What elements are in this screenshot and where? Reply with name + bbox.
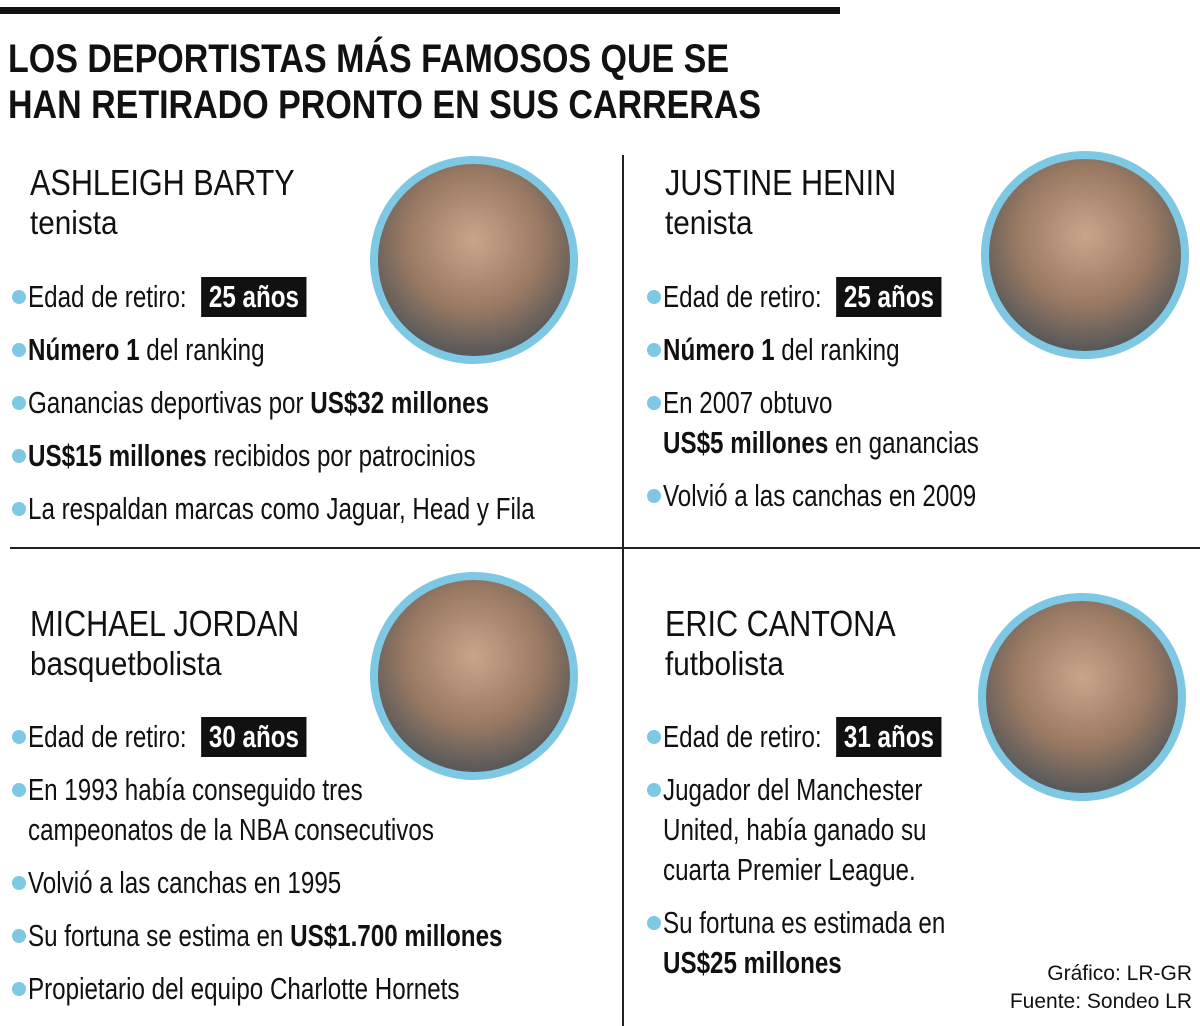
person-name: ASHLEIGH BARTY (30, 162, 295, 203)
vertical-divider (622, 155, 624, 1026)
person-name: JUSTINE HENIN (665, 162, 897, 203)
bullet-line: En 1993 había conseguido tres (28, 770, 363, 810)
text: Edad de retiro: (28, 719, 194, 754)
bullet-dot (12, 343, 26, 357)
text: Volvió a las canchas en 2009 (663, 478, 977, 513)
bold-text: US$5 millones (663, 425, 829, 460)
bold-text: US$15 millones (28, 438, 207, 473)
bullet-line: United, había ganado su (663, 810, 927, 850)
text: Su fortuna se estima en (28, 918, 291, 953)
bold-text: Número 1 (28, 332, 140, 367)
text: Propietario del equipo Charlotte Hornets (28, 971, 460, 1006)
text: campeonatos de la NBA consecutivos (28, 812, 434, 847)
bullet-dot (12, 502, 26, 516)
bullet-line: cuarta Premier League. (663, 850, 916, 890)
bullet-dot (12, 929, 26, 943)
age-badge: 25 años (836, 277, 942, 317)
text: del ranking (139, 332, 265, 367)
person-role: tenista (30, 204, 118, 241)
bullet-line: Número 1 del ranking (28, 330, 265, 370)
text: Su fortuna es estimada en (663, 905, 946, 940)
text: cuarta Premier League. (663, 852, 916, 887)
text: United, había ganado su (663, 812, 927, 847)
text: En 2007 obtuvo (663, 385, 833, 420)
portrait (981, 151, 1189, 359)
top-rule (0, 7, 840, 14)
bullet-line: Edad de retiro: 25 años (663, 277, 942, 317)
text: en ganancias (828, 425, 979, 460)
bullet-line: Su fortuna es estimada en (663, 903, 945, 943)
bullet-dot (647, 730, 661, 744)
bullet-dot (12, 982, 26, 996)
bullet-dot (12, 730, 26, 744)
title-line: HAN RETIRADO PRONTO EN SUS CARRERAS (8, 83, 762, 127)
credit: Gráfico: LR-GR (1047, 962, 1192, 985)
text: En 1993 había conseguido tres (28, 772, 363, 807)
bullet-dot (12, 396, 26, 410)
text: Edad de retiro: (28, 279, 194, 314)
bullet-dot (647, 290, 661, 304)
person-role: futbolista (665, 645, 784, 682)
age-badge: 25 años (201, 277, 307, 317)
bullet-line: Volvió a las canchas en 2009 (663, 476, 976, 516)
bullet-dot (12, 449, 26, 463)
bullet-dot (647, 489, 661, 503)
bullet-line: Número 1 del ranking (663, 330, 900, 370)
text: Ganancias deportivas por (28, 385, 311, 420)
bullet-dot (12, 783, 26, 797)
title-line: LOS DEPORTISTAS MÁS FAMOSOS QUE SE (8, 37, 730, 81)
bullet-line: Edad de retiro: 30 años (28, 717, 307, 757)
text: Jugador del Manchester (663, 772, 923, 807)
bullet-dot (647, 396, 661, 410)
portrait (978, 593, 1186, 801)
text: del ranking (774, 332, 900, 367)
bullet-line: Edad de retiro: 31 años (663, 717, 942, 757)
text: Edad de retiro: (663, 719, 829, 754)
bullet-dot (647, 343, 661, 357)
text: Edad de retiro: (663, 279, 829, 314)
bullet-line: En 2007 obtuvo (663, 383, 832, 423)
bullet-dot (12, 290, 26, 304)
person-role: basquetbolista (30, 645, 222, 682)
portrait (370, 572, 578, 780)
bullet-line: campeonatos de la NBA consecutivos (28, 810, 434, 850)
text: La respaldan marcas como Jaguar, Head y … (28, 491, 535, 526)
bullet-line: Jugador del Manchester (663, 770, 922, 810)
bullet-line: Edad de retiro: 25 años (28, 277, 307, 317)
age-badge: 30 años (201, 717, 307, 757)
bold-text: US$1.700 millones (290, 918, 503, 953)
bullet-line: US$5 millones en ganancias (663, 423, 979, 463)
bullet-dot (12, 876, 26, 890)
bold-text: US$25 millones (663, 945, 842, 980)
bold-text: Número 1 (663, 332, 775, 367)
person-name: MICHAEL JORDAN (30, 603, 300, 644)
bullet-line: Ganancias deportivas por US$32 millones (28, 383, 489, 423)
age-badge: 31 años (836, 717, 942, 757)
text: Volvió a las canchas en 1995 (28, 865, 342, 900)
bullet-line: Volvió a las canchas en 1995 (28, 863, 341, 903)
bold-text: US$32 millones (310, 385, 490, 420)
portrait (370, 156, 578, 364)
source: Fuente: Sondeo LR (1009, 990, 1192, 1013)
bullet-line: Propietario del equipo Charlotte Hornets (28, 969, 459, 1009)
person-name: ERIC CANTONA (665, 603, 896, 644)
bullet-line: US$15 millones recibidos por patrocinios (28, 436, 476, 476)
person-role: tenista (665, 204, 753, 241)
horizontal-divider (10, 547, 1200, 549)
bullet-dot (647, 783, 661, 797)
bullet-line: La respaldan marcas como Jaguar, Head y … (28, 489, 535, 529)
bullet-dot (647, 916, 661, 930)
bullet-line: US$25 millones (663, 943, 842, 983)
text: recibidos por patrocinios (206, 438, 476, 473)
bullet-line: Su fortuna se estima en US$1.700 millone… (28, 916, 502, 956)
